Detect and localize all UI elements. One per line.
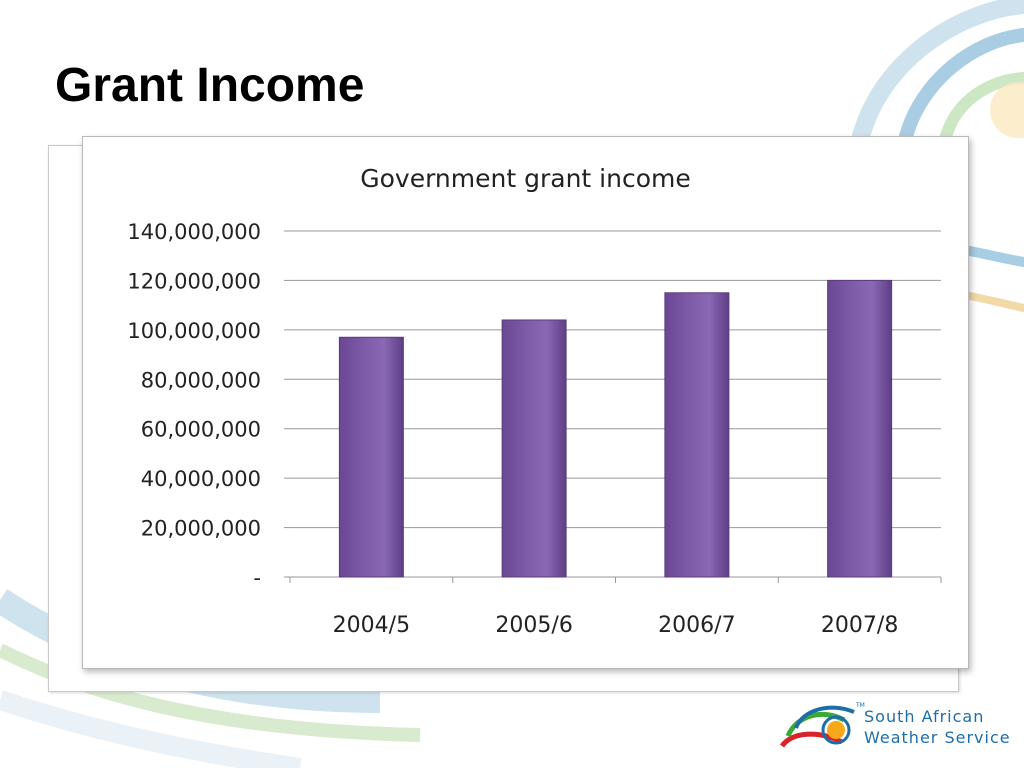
chart-title: Government grant income <box>360 164 690 193</box>
x-tick-label: 2004/5 <box>333 613 410 638</box>
bar <box>338 336 404 578</box>
saws-logo-icon <box>779 705 855 748</box>
trademark-label: TM <box>856 702 865 709</box>
y-tick-label: 100,000,000 <box>127 319 261 343</box>
y-tick-label: 40,000,000 <box>141 467 261 491</box>
x-tick-label: 2007/8 <box>821 613 898 638</box>
saws-logo: TM South African Weather Service <box>778 702 1010 758</box>
y-tick-label: 80,000,000 <box>141 368 261 392</box>
logo-text: South African Weather Service <box>864 706 1011 748</box>
y-tick-label: - <box>253 566 261 590</box>
grant-income-bar-chart: Government grant income - 20,000,000 40,000… <box>127 164 942 638</box>
y-tick-label: 20,000,000 <box>141 517 261 541</box>
x-tick-label: 2005/6 <box>495 613 572 638</box>
logo-line-1: South African <box>864 707 985 726</box>
y-tick-label: 120,000,000 <box>127 269 261 293</box>
bar <box>664 292 730 578</box>
y-tick-label: 60,000,000 <box>141 418 261 442</box>
slide-title: Grant Income <box>55 59 365 112</box>
logo-line-2: Weather Service <box>864 728 1011 747</box>
x-tick-label: 2006/7 <box>658 613 735 638</box>
y-tick-label: 140,000,000 <box>127 220 261 244</box>
bar <box>827 279 893 578</box>
chart-frame: Government grant income - 20,000,000 40,000… <box>82 136 969 669</box>
bar <box>501 319 567 578</box>
